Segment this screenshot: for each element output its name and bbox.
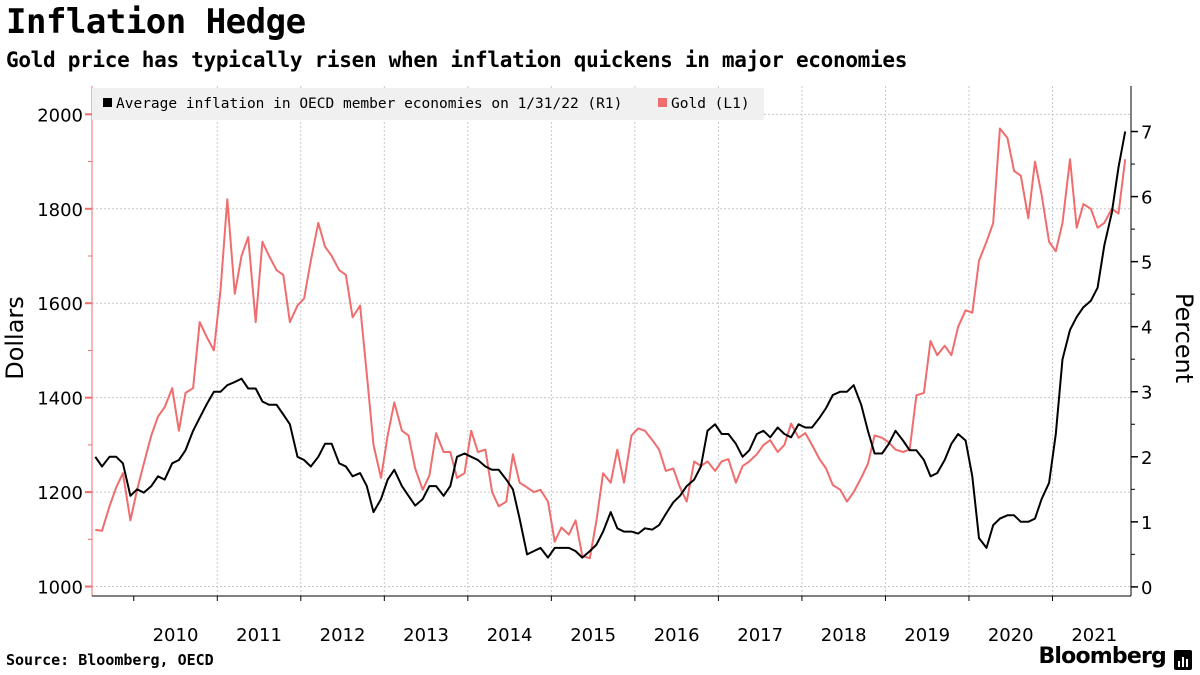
legend-background bbox=[92, 88, 764, 120]
x-tick-label-2019: 2019 bbox=[904, 625, 950, 646]
legend-label-inflation[interactable]: Average inflation in OECD member economi… bbox=[116, 96, 622, 112]
chart-title: Inflation Hedge bbox=[6, 2, 306, 42]
series-layer bbox=[94, 127, 1127, 560]
left-tick-label-0: 1000 bbox=[37, 578, 83, 599]
left-tick-label-2: 1400 bbox=[37, 389, 83, 410]
x-tick-label-2018: 2018 bbox=[821, 625, 867, 646]
left-tick-label-3: 1600 bbox=[37, 294, 83, 315]
right-tick-label-0: 0 bbox=[1141, 578, 1152, 599]
left-tick-label-5: 2000 bbox=[37, 105, 83, 126]
bloomberg-logo: Bloomberg bbox=[1038, 644, 1166, 669]
right-tick-label-7: 7 bbox=[1141, 123, 1152, 144]
left-tick-label-4: 1800 bbox=[37, 200, 83, 221]
legend: Average inflation in OECD member economi… bbox=[92, 88, 764, 120]
x-tick-label-2012: 2012 bbox=[320, 625, 366, 646]
right-axis-title: Percent bbox=[1170, 293, 1198, 383]
axes: 1000 1200 1400 1600 1800 2000 0 1 2 3 4 5 6 7 2010 2011… bbox=[37, 86, 1152, 646]
series-line-inflation[interactable] bbox=[94, 131, 1127, 559]
x-tick-label-2017: 2017 bbox=[737, 625, 783, 646]
bloomberg-badge-icon bbox=[1174, 650, 1192, 670]
x-tick-label-2013: 2013 bbox=[403, 625, 449, 646]
x-tick-label-2021: 2021 bbox=[1071, 625, 1117, 646]
right-tick-label-5: 5 bbox=[1141, 253, 1152, 274]
legend-swatch-gold bbox=[658, 98, 667, 107]
x-tick-label-2011: 2011 bbox=[236, 625, 282, 646]
right-tick-label-2: 2 bbox=[1141, 448, 1152, 469]
right-tick-label-6: 6 bbox=[1141, 188, 1152, 209]
x-tick-label-2020: 2020 bbox=[988, 625, 1034, 646]
right-tick-label-3: 3 bbox=[1141, 383, 1152, 404]
grid-lines bbox=[92, 86, 1131, 596]
x-tick-label-2015: 2015 bbox=[570, 625, 616, 646]
right-tick-label-4: 4 bbox=[1141, 318, 1152, 339]
right-tick-label-1: 1 bbox=[1141, 513, 1152, 534]
left-axis-title: Dollars bbox=[1, 296, 29, 380]
legend-swatch-inflation bbox=[103, 98, 112, 107]
legend-label-gold[interactable]: Gold (L1) bbox=[671, 96, 750, 112]
series-line-gold[interactable] bbox=[95, 127, 1127, 560]
chart-subtitle: Gold price has typically risen when infl… bbox=[6, 48, 908, 72]
x-tick-label-2014: 2014 bbox=[487, 625, 533, 646]
source-note: Source: Bloomberg, OECD bbox=[6, 651, 214, 669]
x-tick-label-2016: 2016 bbox=[654, 625, 700, 646]
left-tick-label-1: 1200 bbox=[37, 483, 83, 504]
x-tick-label-2010: 2010 bbox=[153, 625, 199, 646]
